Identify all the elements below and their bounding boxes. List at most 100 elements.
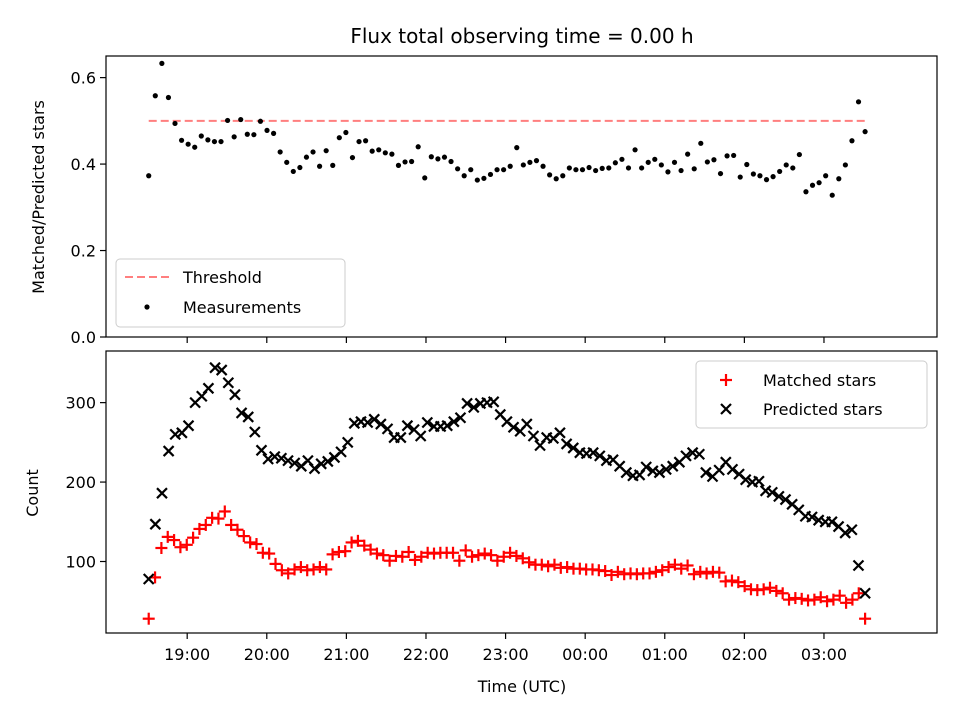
matched-star-point [764,581,777,594]
x-tick-label: 21:00 [323,645,369,664]
predicted-star-point [375,418,387,430]
measurement-point [211,138,218,145]
matched-star-point [453,554,466,567]
matched-star-point [783,593,796,606]
measurement-point [829,192,835,198]
matched-star-point [250,538,263,551]
predicted-star-point [242,411,254,423]
measurement-point [501,167,507,173]
measurement-point [455,166,461,172]
count-y-tick-label: 100 [65,553,96,572]
predicted-star-point [448,415,460,428]
matched-star-point [313,561,326,574]
predicted-star-point [666,460,679,472]
ratio-plot-panel: 0.0 0.2 0.4 0.6 Matched/Predicted stars Thr… [29,55,938,347]
predicted-star-point [620,466,633,479]
matched-star-point [662,561,675,574]
x-tick-label: 02:00 [721,645,767,664]
predicted-star-point [209,361,221,374]
measurement-point [698,140,704,146]
x-tick-label: 19:00 [164,645,210,664]
matched-star-point [212,512,225,525]
predicted-star-point [852,559,865,572]
measurement-point [639,165,645,171]
predicted-star-point [282,454,294,467]
measurement-point [481,175,487,181]
measurement-point [152,93,158,99]
measurement-point [855,99,862,105]
matched-star-point [649,565,662,578]
measurement-point [349,154,356,161]
matched-star-point [168,534,181,547]
measurement-point [330,162,336,168]
matched-star-point [218,505,231,518]
measurement-point [836,176,842,182]
count-y-axis-label: Count [23,469,42,517]
ratio-x-axis [186,337,825,343]
count-points [142,361,872,625]
matched-star-point [408,553,421,566]
matched-star-point [282,567,295,580]
count-x-axis: 19:00 20:00 21:00 22:00 23:00 00:00 01:00 02:00… [164,633,847,664]
matched-star-point [142,612,155,625]
matched-star-point [681,559,694,572]
matched-star-point [713,566,726,579]
matched-star-point [275,564,288,577]
ratio-y-tick-label: 0.6 [71,69,96,88]
measurement-point [757,173,763,179]
measurement-point [487,171,494,178]
chart-title: Flux total observing time = 0.00 h [350,24,693,48]
predicted-star-point [660,463,672,476]
matched-star-point [605,569,618,582]
matched-star-point [821,595,834,608]
predicted-star-point [361,416,374,429]
predicted-star-point [308,462,321,475]
matched-star-point [757,583,770,596]
ratio-y-axis-label: Matched/Predicted stars [29,100,48,294]
matched-star-point [738,580,751,593]
measurement-point [428,154,434,160]
matched-star-point [491,554,504,567]
measurement-point [527,159,533,165]
measurement-point [625,165,632,171]
measurement-point [553,176,559,182]
matched-star-point [668,558,681,571]
predicted-star-point [739,473,752,486]
x-tick-label: 23:00 [483,645,529,664]
predicted-star-point [215,364,228,376]
predicted-star-point [229,388,241,401]
measurement-point [494,167,500,173]
measurement-point [586,164,592,171]
measurement-point [356,138,362,145]
count-legend-box [695,360,928,429]
count-plot-panel: 100 200 300 19:00 20:00 21:00 22:00 23:00 00:00… [23,350,938,696]
predicted-star-point [560,438,573,450]
measurement-point [290,168,296,175]
measurement-point [185,141,191,147]
measurement-point [297,164,303,171]
measurement-point [422,175,428,181]
predicted-star-point [156,487,168,499]
measurement-point [658,162,664,168]
measurement-point [514,145,520,151]
predicted-star-point [826,516,838,528]
matched-star-point [725,574,738,587]
measurement-point [231,134,237,140]
predicted-star-point [507,421,520,434]
matched-star-point [852,587,865,600]
matched-star-point [675,562,688,575]
measurement-point [198,133,204,139]
predicted-star-point [753,475,765,488]
measurement-point [533,158,540,164]
measurement-point [823,173,829,179]
predicted-star-point [806,511,818,523]
matched-star-point [795,592,808,605]
measurement-point [724,153,730,159]
matched-star-point [656,564,669,577]
measurement-point [369,148,375,154]
ratio-y-tick-label: 0.2 [71,242,96,261]
matched-star-point [808,593,821,606]
predicted-star-point [461,397,473,410]
measurement-point [441,154,448,160]
